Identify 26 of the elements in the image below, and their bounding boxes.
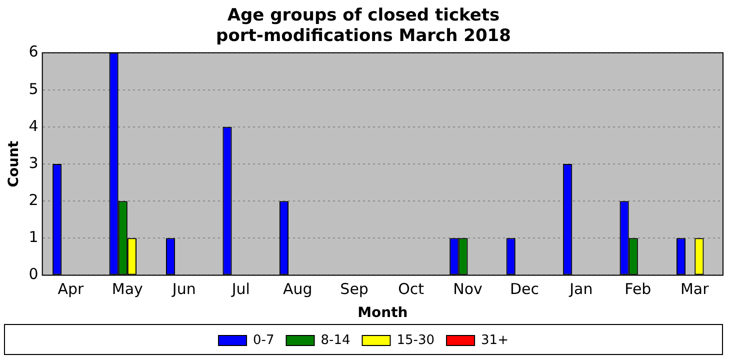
y-tick-label: 5 [28,80,38,98]
y-axis-title: Count [6,140,22,188]
y-tick-label: 2 [28,190,38,209]
x-tick-label: Feb [624,280,652,298]
x-tick-label: Apr [58,280,85,298]
x-tick-label: Aug [282,280,312,298]
y-tick-label: 6 [28,42,38,61]
x-tick-label: Sep [340,280,368,298]
x-tick-label: Jun [171,280,196,298]
legend-label: 8-14 [320,332,350,348]
x-tick-label: Dec [510,280,539,298]
x-tick-label: Jan [568,280,593,298]
x-tick-label: Jul [230,280,250,298]
x-tick-label: Oct [398,280,424,298]
legend-label: 15-30 [396,332,435,348]
chart-title: Age groups of closed tickets port-modifications March 2018 [216,6,511,46]
x-tick-label: Mar [680,280,710,298]
x-tick-label: May [112,280,144,298]
y-tick-label: 4 [28,116,38,135]
x-tick-label: Nov [453,280,483,298]
x-axis-title: Month [358,305,408,322]
y-tick-label: 0 [28,265,38,284]
y-tick-label: 1 [28,228,38,246]
legend-label: 31+ [481,332,508,348]
legend-label: 0-7 [253,332,274,348]
y-tick-label: 3 [28,154,38,172]
